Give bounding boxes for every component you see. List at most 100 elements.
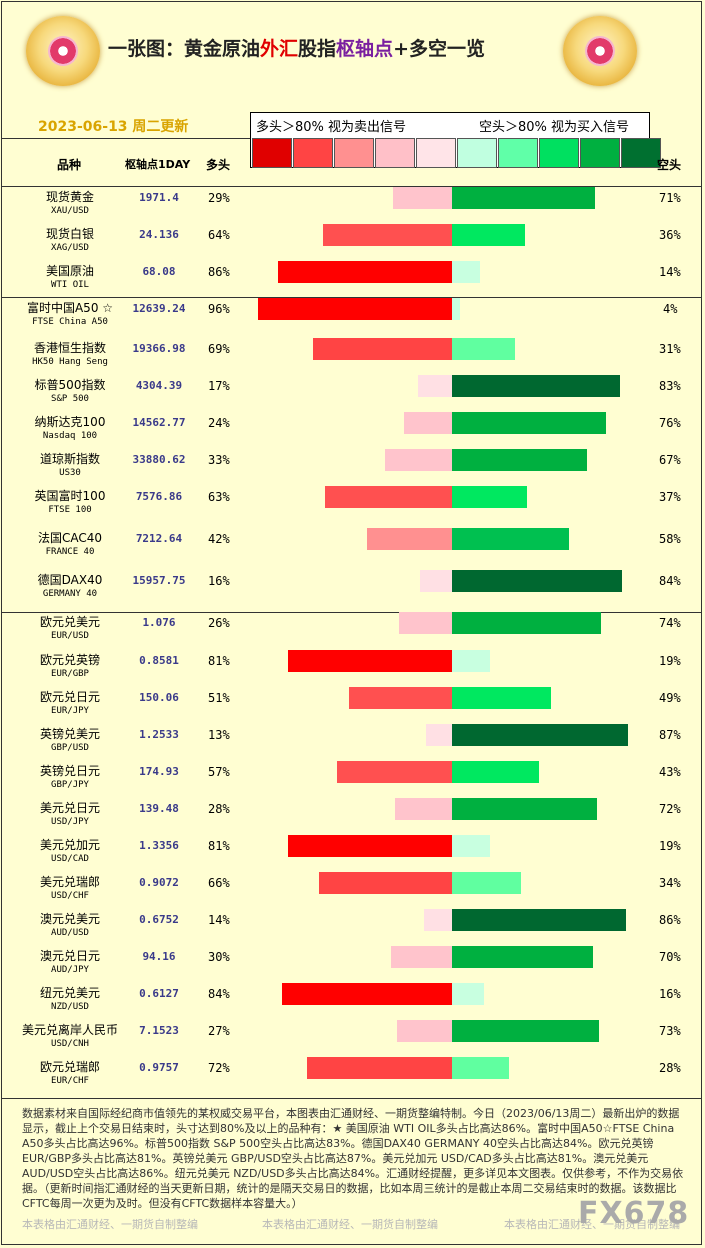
pivot-value: 139.48 [139, 802, 179, 815]
pivot-value: 0.8581 [139, 654, 179, 667]
pivot-value: 7212.64 [135, 532, 183, 545]
short-bar [452, 761, 539, 783]
instrument-en: EUR/USD [51, 631, 89, 641]
pivot-value: 94.16 [142, 950, 176, 963]
long-bar [393, 187, 452, 209]
long-bar [324, 486, 452, 508]
instrument-en: GBP/USD [51, 743, 89, 753]
short-bar [452, 261, 481, 283]
short-percent-label: 34% [659, 876, 681, 890]
legend-swatch [252, 138, 292, 168]
instrument-en: AUD/JPY [51, 965, 89, 975]
legend-short-signal: 空头＞80% 视为买入信号 [479, 120, 630, 135]
short-percent-label: 49% [659, 691, 681, 705]
instrument-en: US30 [59, 468, 81, 478]
short-bar [452, 1057, 509, 1079]
long-percent-label: 57% [208, 765, 230, 779]
long-percent-label: 26% [208, 616, 230, 630]
instrument-en: FTSE China A50 [32, 317, 108, 327]
chart-title: 一张图：黄金原油外汇股指枢轴点+多空一览 [108, 38, 485, 60]
legend-swatch [498, 138, 538, 168]
pivot-value: 7576.86 [135, 490, 183, 503]
instrument-name: 欧元兑瑞郎 EUR/CHF [22, 1060, 118, 1088]
long-bar [395, 798, 452, 820]
short-percent-label: 19% [659, 654, 681, 668]
long-bar [278, 261, 452, 283]
instrument-en: XAG/USD [51, 243, 89, 253]
instrument-cn: 美元兑离岸人民币 [22, 1023, 119, 1037]
long-percent-label: 96% [208, 302, 230, 316]
short-percent-label: 83% [659, 379, 681, 393]
instrument-cn: 美元兑日元 [39, 801, 100, 815]
short-bar [452, 650, 491, 672]
instrument-en: S&P 500 [51, 394, 89, 404]
instrument-en: USD/CNH [51, 1039, 89, 1049]
right-logo-icon [563, 16, 637, 86]
short-bar [452, 570, 622, 592]
instrument-name: 法国CAC40 FRANCE 40 [22, 531, 118, 559]
long-percent-label: 84% [208, 987, 230, 1001]
instrument-name: 英国富时100 FTSE 100 [22, 489, 118, 517]
pivot-value: 24.136 [139, 228, 179, 241]
section-divider [2, 1098, 701, 1099]
pivot-value: 0.9757 [139, 1061, 179, 1074]
pivot-value: 0.6752 [139, 913, 179, 926]
section-divider [2, 186, 701, 187]
long-percent-label: 29% [208, 191, 230, 205]
instrument-name: 澳元兑美元 AUD/USD [22, 912, 118, 940]
short-bar [452, 449, 588, 471]
section-divider [2, 612, 701, 613]
long-bar [423, 909, 452, 931]
short-percent-label: 73% [659, 1024, 681, 1038]
column-header-name: 品种 [57, 158, 82, 172]
short-bar [452, 872, 521, 894]
instrument-name: 纽元兑美元 NZD/USD [22, 986, 118, 1014]
short-percent-label: 4% [663, 302, 678, 316]
instrument-en: WTI OIL [51, 280, 89, 290]
instrument-cn: 欧元兑美元 [39, 615, 100, 629]
long-bar [403, 412, 452, 434]
long-percent-label: 42% [208, 532, 230, 546]
column-header-long: 多头 [206, 158, 231, 172]
watermark-text: 本表格由汇通财经、一期货自制整编 [22, 1218, 198, 1231]
pivot-value: 150.06 [139, 691, 179, 704]
short-percent-label: 74% [659, 616, 681, 630]
short-percent-label: 76% [659, 416, 681, 430]
instrument-name: 澳元兑日元 AUD/JPY [22, 949, 118, 977]
instrument-name: 美国原油 WTI OIL [22, 264, 118, 292]
short-bar [452, 528, 570, 550]
instrument-cn: 现货白银 [45, 227, 94, 241]
long-percent-label: 86% [208, 265, 230, 279]
short-percent-label: 14% [659, 265, 681, 279]
update-date: 2023-06-13 周二更新 [38, 119, 189, 135]
instrument-cn: 欧元兑瑞郎 [39, 1060, 100, 1074]
instrument-name: 欧元兑英镑 EUR/GBP [22, 653, 118, 681]
long-bar [419, 570, 452, 592]
short-percent-label: 86% [659, 913, 681, 927]
short-bar [452, 946, 594, 968]
legend-swatch [621, 138, 661, 168]
instrument-cn: 欧元兑日元 [39, 690, 100, 704]
long-percent-label: 13% [208, 728, 230, 742]
long-bar [282, 983, 452, 1005]
instrument-name: 现货白银 XAG/USD [22, 227, 118, 255]
left-logo-icon [26, 16, 100, 86]
instrument-name: 欧元兑日元 EUR/JPY [22, 690, 118, 718]
long-bar [399, 612, 452, 634]
pivot-value: 0.9072 [139, 876, 179, 889]
pivot-value: 174.93 [139, 765, 179, 778]
instrument-name: 英镑兑日元 GBP/JPY [22, 764, 118, 792]
long-bar [367, 528, 452, 550]
instrument-en: AUD/USD [51, 928, 89, 938]
long-bar [397, 1020, 452, 1042]
long-percent-label: 72% [208, 1061, 230, 1075]
pivot-value: 19366.98 [132, 342, 186, 355]
footer-note: 数据素材来自国际经纪商市值领先的某权威交易平台，本图表由汇通财经、一期货整编特制… [22, 1107, 684, 1210]
instrument-name: 美元兑离岸人民币 USD/CNH [22, 1023, 118, 1051]
instrument-name: 道琼斯指数 US30 [22, 452, 118, 480]
short-bar [452, 375, 620, 397]
legend-long-signal: 多头＞80% 视为卖出信号 [256, 120, 407, 135]
long-bar [306, 1057, 452, 1079]
instrument-name: 欧元兑美元 EUR/USD [22, 615, 118, 643]
